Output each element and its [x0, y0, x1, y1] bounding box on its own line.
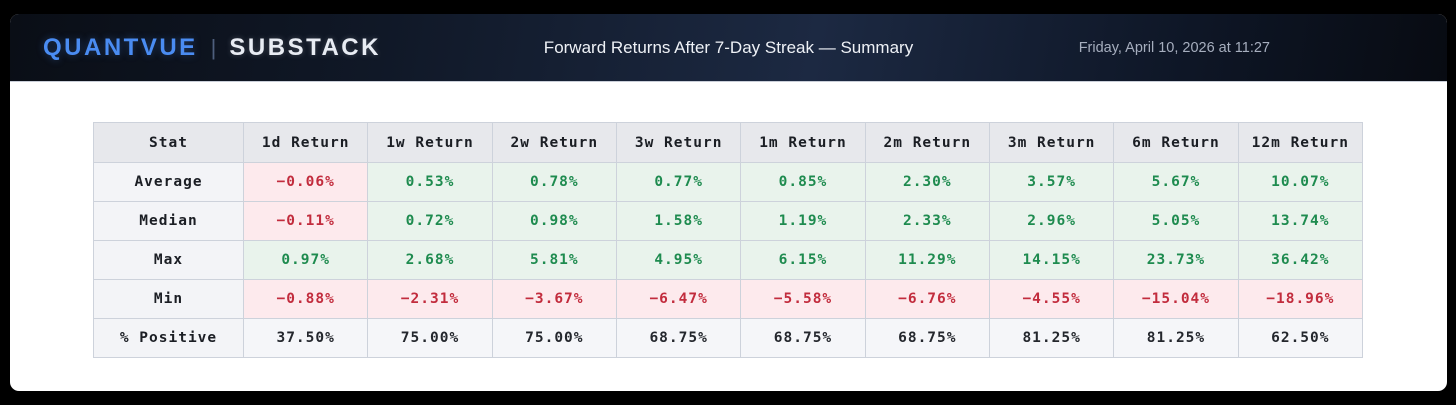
value-cell: 23.73% [1113, 240, 1239, 280]
brand: QUANTVUE | SUBSTACK [43, 34, 381, 62]
value-cell: −0.11% [242, 201, 369, 241]
value-cell: 5.05% [1113, 201, 1239, 241]
value-cell: −5.58% [740, 279, 866, 319]
table-body: Average −0.06% 0.53% 0.78% 0.77% 0.85% 2.30% 3.… [93, 162, 1364, 358]
value-cell: 75.00% [367, 318, 493, 358]
table-row: % Positive 37.50% 75.00% 75.00% 68.75% 68.75%… [93, 318, 1364, 358]
value-cell: −0.88% [242, 279, 369, 319]
header-bar: QUANTVUE | SUBSTACK Forward Returns Afte… [10, 14, 1447, 82]
value-cell: 75.00% [491, 318, 617, 358]
column-header: 3m Return [988, 122, 1115, 163]
table-head: Stat 1d Return 1w Return 2w Return 3w Return… [93, 122, 1364, 163]
stat-label: Median [93, 201, 244, 241]
brand-quantvue: QUANTVUE [43, 33, 198, 61]
value-cell: −6.47% [615, 279, 742, 319]
stat-label: Max [93, 240, 244, 280]
value-cell: 1.58% [615, 201, 742, 241]
value-cell: −4.55% [988, 279, 1115, 319]
value-cell: −0.06% [242, 162, 369, 202]
table-row: Max 0.97% 2.68% 5.81% 4.95% 6.15% 11.29% 14.15%… [93, 240, 1364, 280]
column-header: 12m Return [1237, 122, 1364, 163]
column-header: 1m Return [740, 122, 866, 163]
value-cell: 2.33% [864, 201, 990, 241]
column-header: 2w Return [491, 122, 617, 163]
page-title: Forward Returns After 7-Day Streak — Sum… [543, 37, 914, 57]
value-cell: 37.50% [242, 318, 369, 358]
column-header: 2m Return [864, 122, 990, 163]
value-cell: 6.15% [740, 240, 866, 280]
value-cell: 4.95% [615, 240, 742, 280]
value-cell: 5.67% [1113, 162, 1239, 202]
forward-returns-table: Stat 1d Return 1w Return 2w Return 3w Return… [93, 122, 1364, 358]
stat-label: Average [93, 162, 244, 202]
value-cell: 81.25% [1113, 318, 1239, 358]
table-row: Median −0.11% 0.72% 0.98% 1.58% 1.19% 2.33% 2.9… [93, 201, 1364, 241]
value-cell: 68.75% [615, 318, 742, 358]
value-cell: 68.75% [864, 318, 990, 358]
value-cell: 5.81% [491, 240, 617, 280]
value-cell: 0.85% [740, 162, 866, 202]
value-cell: 36.42% [1237, 240, 1364, 280]
table-container: Stat 1d Return 1w Return 2w Return 3w Return… [10, 82, 1447, 358]
value-cell: 62.50% [1237, 318, 1364, 358]
report-card: QUANTVUE | SUBSTACK Forward Returns Afte… [10, 14, 1447, 391]
value-cell: 68.75% [740, 318, 866, 358]
stat-label: % Positive [93, 318, 244, 358]
value-cell: 14.15% [988, 240, 1115, 280]
table-row: Average −0.06% 0.53% 0.78% 0.77% 0.85% 2.30% 3.… [93, 162, 1364, 202]
brand-separator: | [210, 34, 217, 60]
value-cell: −2.31% [367, 279, 493, 319]
value-cell: 2.68% [367, 240, 493, 280]
column-header: 6m Return [1113, 122, 1239, 163]
value-cell: 2.96% [988, 201, 1115, 241]
value-cell: 0.78% [491, 162, 617, 202]
value-cell: 13.74% [1237, 201, 1364, 241]
value-cell: 0.97% [242, 240, 369, 280]
stat-label: Min [93, 279, 244, 319]
value-cell: 10.07% [1237, 162, 1364, 202]
value-cell: 0.98% [491, 201, 617, 241]
value-cell: 0.72% [367, 201, 493, 241]
value-cell: −18.96% [1237, 279, 1364, 319]
value-cell: 11.29% [864, 240, 990, 280]
value-cell: −15.04% [1113, 279, 1239, 319]
value-cell: 0.53% [367, 162, 493, 202]
table-head-row: Stat 1d Return 1w Return 2w Return 3w Return… [93, 122, 1364, 163]
value-cell: 2.30% [864, 162, 990, 202]
value-cell: 81.25% [988, 318, 1115, 358]
column-header: 1d Return [242, 122, 369, 163]
value-cell: 0.77% [615, 162, 742, 202]
brand-substack: SUBSTACK [229, 33, 381, 61]
value-cell: −3.67% [491, 279, 617, 319]
column-header-stat: Stat [93, 122, 244, 163]
value-cell: 3.57% [988, 162, 1115, 202]
column-header: 3w Return [615, 122, 742, 163]
timestamp: Friday, April 10, 2026 at 11:27 [1078, 39, 1270, 56]
table-row: Min −0.88% −2.31% −3.67% −6.47% −5.58% −6.76% −… [93, 279, 1364, 319]
value-cell: 1.19% [740, 201, 866, 241]
value-cell: −6.76% [864, 279, 990, 319]
column-header: 1w Return [367, 122, 493, 163]
